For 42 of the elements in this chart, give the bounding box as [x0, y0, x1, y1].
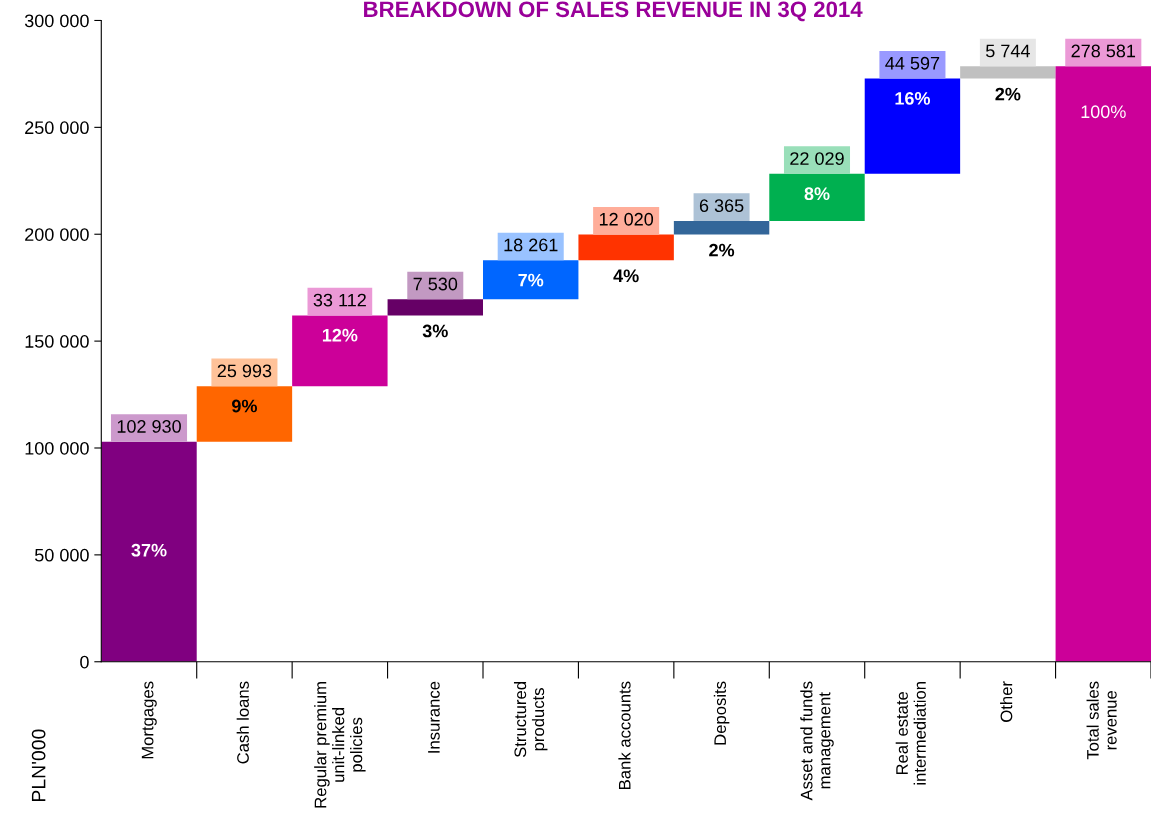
- annotation: 16%: [895, 91, 931, 105]
- data-label: 25 993: [217, 364, 272, 378]
- chart-title: BREAKDOWN OF SALES REVENUE IN 3Q 2014: [364, 1, 863, 22]
- x-tick-label: Structured products: [513, 682, 548, 758]
- annotation: 9%: [232, 399, 257, 413]
- data-label: 44 597: [885, 56, 940, 70]
- data-label: 18 261: [504, 238, 558, 252]
- data-label: 22 029: [790, 152, 844, 165]
- annotation: 37%: [131, 543, 167, 557]
- y-tick-label: 150 000: [25, 335, 89, 348]
- x-tick-label: Bank accounts: [618, 681, 631, 789]
- data-label: 102 930: [117, 420, 181, 433]
- y-tick-label: 300 000: [24, 14, 89, 28]
- annotation: 2%: [995, 87, 1021, 101]
- x-tick-label: Real estate intermediation: [895, 682, 926, 785]
- annotation: 12%: [322, 328, 358, 342]
- y-axis-title: PLN'000: [31, 729, 46, 802]
- data-label: 12 020: [599, 212, 654, 226]
- annotation: 7%: [518, 273, 544, 287]
- y-tick-label: 50 000: [34, 548, 89, 562]
- data-label: 5 744: [985, 44, 1030, 58]
- x-tick-label: Regular premium unit-linked policies: [314, 682, 366, 808]
- x-tick-label: Total sales revenue: [1086, 681, 1117, 760]
- annotation: 3%: [422, 324, 448, 338]
- data-label: 6 365: [699, 199, 744, 213]
- x-tick-label: Deposits: [713, 681, 730, 745]
- annotation: 2%: [709, 243, 735, 257]
- x-tick-label: Asset and funds management: [800, 681, 834, 801]
- y-tick-label: 0: [80, 655, 89, 669]
- x-tick-label: Insurance: [428, 681, 440, 753]
- annotation: 8%: [804, 187, 830, 201]
- data-label: 7 530: [413, 277, 458, 291]
- data-label: 33 112: [313, 293, 366, 307]
- x-tick-label: Cash loans: [236, 681, 249, 764]
- y-tick-label: 250 000: [25, 121, 89, 135]
- annotation: 100%: [1081, 105, 1126, 119]
- x-tick-label: Mortgages: [141, 681, 157, 759]
- y-tick-label: 200 000: [25, 228, 89, 241]
- x-tick-label: Other: [1000, 681, 1013, 722]
- y-tick-label: 100 000: [25, 441, 89, 455]
- annotation: 4%: [613, 269, 639, 283]
- data-label: 278 581: [1071, 44, 1136, 58]
